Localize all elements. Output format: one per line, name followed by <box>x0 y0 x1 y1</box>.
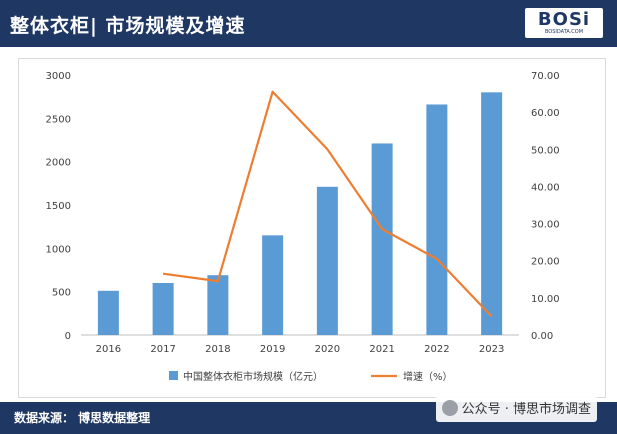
y2-tick-label: 70.00 <box>531 71 560 82</box>
x-tick-label: 2021 <box>369 344 394 355</box>
wechat-watermark: 公众号 · 博思市场调查 <box>435 396 597 422</box>
bar <box>262 235 284 335</box>
data-source: 数据来源： 博思数据整理 <box>14 411 151 425</box>
y-tick-label: 2000 <box>46 158 71 169</box>
bar <box>481 92 503 335</box>
x-tick-label: 2019 <box>260 344 285 355</box>
y-tick-label: 1500 <box>46 201 71 212</box>
bar <box>371 143 393 335</box>
logo-word: BOSi <box>537 9 591 30</box>
chart-title: 整体衣柜| 市场规模及增速 <box>10 15 246 37</box>
y2-tick-label: 60.00 <box>531 108 560 119</box>
bar <box>316 186 338 335</box>
y2-tick-label: 30.00 <box>531 220 560 231</box>
y-tick-label: 500 <box>52 288 71 299</box>
watermark-text: 公众号 · 博思市场调查 <box>461 402 591 417</box>
bar <box>152 283 174 335</box>
combo-chart: 0 500 1000 1500 2000 2500 3000 0.00 10.00 20.00 30… <box>46 71 560 383</box>
x-tick-label: 2017 <box>150 344 175 355</box>
chart-panel: 0 500 1000 1500 2000 2500 3000 0.00 10.00 20.00 30… <box>18 58 606 398</box>
x-tick-label: 2018 <box>205 344 230 355</box>
legend-swatch-bar <box>169 371 178 380</box>
bar <box>97 290 119 335</box>
y-tick-label: 1000 <box>46 244 71 255</box>
legend-label-bar: 中国整体衣柜市场规模（亿元） <box>183 370 323 383</box>
y-tick-label: 0 <box>65 331 71 342</box>
bar <box>426 104 448 335</box>
x-tick-label: 2023 <box>479 344 504 355</box>
y2-tick-label: 10.00 <box>531 294 560 305</box>
bar <box>207 275 229 335</box>
wechat-icon <box>441 400 458 416</box>
x-tick-label: 2020 <box>315 344 340 355</box>
legend-label-line: 增速（%） <box>403 370 453 383</box>
bosi-logo: BOSi BOSIDATA.COM <box>525 8 603 38</box>
y2-tick-label: 50.00 <box>531 145 560 156</box>
y-tick-label: 3000 <box>46 71 71 82</box>
logo-subtext: BOSIDATA.COM <box>544 29 584 35</box>
y2-tick-label: 0.00 <box>531 331 553 342</box>
y2-tick-label: 20.00 <box>531 257 560 268</box>
header-bar: 整体衣柜| 市场规模及增速 BOSi BOSIDATA.COM <box>0 0 617 47</box>
x-tick-label: 2022 <box>424 344 449 355</box>
growth-line <box>162 90 493 318</box>
y-tick-label: 2500 <box>46 114 71 125</box>
x-tick-label: 2016 <box>96 344 121 355</box>
y2-tick-label: 40.00 <box>531 182 560 193</box>
